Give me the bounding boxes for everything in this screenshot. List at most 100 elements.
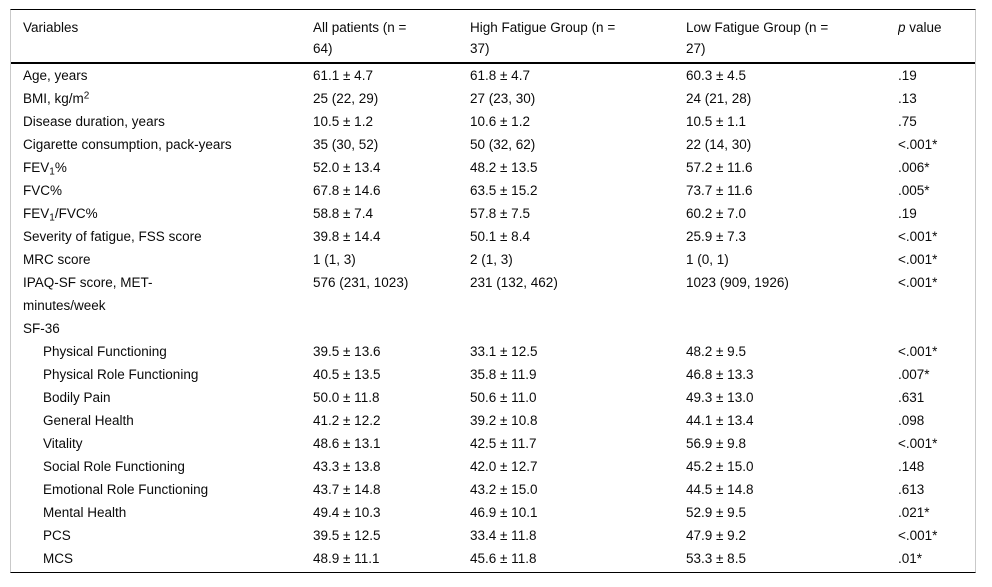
cell-all-patients: 35 (30, 52): [313, 137, 379, 152]
cell-high-fatigue-group: 43.2 ± 15.0: [470, 482, 538, 497]
table-row: PCS 39.5 ± 12.5 33.4 ± 11.8 47.9 ± 9.2 <.001…: [11, 524, 975, 547]
column-header-high-fatigue-group: High Fatigue Group (n = 37): [470, 10, 686, 64]
cell-all-patients: [313, 317, 470, 340]
cell-low-fatigue-group: 57.2 ± 11.6: [686, 160, 753, 175]
cell-all-patients: 58.8 ± 7.4: [313, 206, 373, 221]
table-row: Bodily Pain 50.0 ± 11.8 50.6 ± 11.0 49.3 ± …: [11, 386, 975, 409]
row-label: MCS: [43, 551, 73, 566]
table-row: MCS 48.9 ± 11.1 45.6 ± 11.8 53.3 ± 8.5 .01*: [11, 547, 975, 570]
cell-high-fatigue-group: 231 (132, 462): [470, 275, 558, 290]
cell-all-patients: 48.9 ± 11.1: [313, 551, 380, 566]
cell-all-patients: 52.0 ± 13.4: [313, 160, 381, 175]
cell-high-fatigue-group: 63.5 ± 15.2: [470, 183, 538, 198]
table-row: BMI, kg/m2 25 (22, 29) 27 (23, 30) 24 (21, …: [11, 87, 975, 110]
cell-all-patients: 25 (22, 29): [313, 91, 379, 106]
row-label: IPAQ-SF score, MET- minutes/week: [23, 275, 153, 313]
cell-p-value: .005*: [898, 183, 930, 198]
cell-p-value: <.001*: [898, 137, 938, 152]
table-header: Variables All patients (n = 64) High Fatig…: [11, 10, 975, 64]
cell-all-patients: 39.5 ± 12.5: [313, 528, 381, 543]
label-segment: FEV: [23, 160, 50, 175]
cell-high-fatigue-group: 10.6 ± 1.2: [470, 114, 530, 129]
cell-p-value: .01*: [898, 551, 923, 566]
table-row: Severity of fatigue, FSS score 39.8 ± 14.…: [11, 225, 975, 248]
cell-p-value: .021*: [898, 505, 930, 520]
cell-all-patients: 576 (231, 1023): [313, 275, 409, 290]
cell-all-patients: 39.8 ± 14.4: [313, 229, 381, 244]
table-row: Disease duration, years 10.5 ± 1.2 10.6 ± …: [11, 110, 975, 133]
cell-all-patients: 43.7 ± 14.8: [313, 482, 381, 497]
cell-high-fatigue-group: 33.1 ± 12.5: [470, 344, 538, 359]
cell-low-fatigue-group: 48.2 ± 9.5: [686, 344, 746, 359]
row-label: MRC score: [23, 252, 91, 267]
cell-low-fatigue-group: 47.9 ± 9.2: [686, 528, 746, 543]
cell-p-value: <.001*: [898, 252, 938, 267]
table-row: IPAQ-SF score, MET- minutes/week 576 (231…: [11, 271, 975, 317]
cell-p-value: <.001*: [898, 528, 938, 543]
table-body: Age, years 61.1 ± 4.7 61.8 ± 4.7 60.3 ± 4.5…: [11, 63, 975, 570]
cell-p-value: [898, 317, 975, 340]
cell-all-patients: 43.3 ± 13.8: [313, 459, 381, 474]
cell-low-fatigue-group: 25.9 ± 7.3: [686, 229, 746, 244]
row-label: Cigarette consumption, pack-years: [23, 137, 232, 152]
cell-p-value: .006*: [898, 160, 930, 175]
cell-p-value: .148: [898, 459, 925, 474]
cell-low-fatigue-group: 45.2 ± 15.0: [686, 459, 754, 474]
table-row: Emotional Role Functioning 43.7 ± 14.8 43.…: [11, 478, 975, 501]
row-label: BMI, kg/m2: [11, 87, 313, 110]
cell-high-fatigue-group: 45.6 ± 11.8: [470, 551, 537, 566]
cell-high-fatigue-group: 42.5 ± 11.7: [470, 436, 537, 451]
cell-high-fatigue-group: 50 (32, 62): [470, 137, 536, 152]
cell-low-fatigue-group: 22 (14, 30): [686, 137, 752, 152]
cell-high-fatigue-group: 35.8 ± 11.9: [470, 367, 537, 382]
cell-high-fatigue-group: 42.0 ± 12.7: [470, 459, 538, 474]
patient-characteristics-table: Variables All patients (n = 64) High Fatig…: [10, 9, 976, 573]
cell-all-patients: 49.4 ± 10.3: [313, 505, 381, 520]
cell-all-patients: 1 (1, 3): [313, 252, 356, 267]
table-row: Cigarette consumption, pack-years 35 (30,…: [11, 133, 975, 156]
table-row: Age, years 61.1 ± 4.7 61.8 ± 4.7 60.3 ± 4.5…: [11, 63, 975, 87]
cell-low-fatigue-group: 1023 (909, 1926): [686, 275, 789, 290]
row-label: FVC%: [23, 183, 63, 198]
table-row: Physical Role Functioning 40.5 ± 13.5 35.8…: [11, 363, 975, 386]
cell-low-fatigue-group: 60.3 ± 4.5: [686, 68, 746, 83]
row-label: Vitality: [43, 436, 83, 451]
cell-p-value: <.001*: [898, 344, 938, 359]
cell-high-fatigue-group: 48.2 ± 13.5: [470, 160, 538, 175]
label-segment: 1: [49, 166, 55, 178]
cell-p-value: .613: [898, 482, 925, 497]
label-segment: p: [898, 20, 906, 35]
cell-low-fatigue-group: 44.5 ± 14.8: [686, 482, 754, 497]
cell-low-fatigue-group: 44.1 ± 13.4: [686, 413, 754, 428]
cell-high-fatigue-group: 50.6 ± 11.0: [470, 390, 537, 405]
cell-all-patients: 48.6 ± 13.1: [313, 436, 381, 451]
cell-high-fatigue-group: 61.8 ± 4.7: [470, 68, 530, 83]
cell-p-value: .75: [898, 114, 917, 129]
cell-low-fatigue-group: [686, 317, 898, 340]
cell-high-fatigue-group: 39.2 ± 10.8: [470, 413, 538, 428]
row-label: Mental Health: [43, 505, 127, 520]
header-row: Variables All patients (n = 64) High Fatig…: [11, 10, 975, 64]
row-label: Severity of fatigue, FSS score: [23, 229, 202, 244]
label-segment: 2: [83, 90, 90, 102]
cell-low-fatigue-group: 73.7 ± 11.6: [686, 183, 753, 198]
data-table: Variables All patients (n = 64) High Fatig…: [11, 10, 975, 570]
cell-p-value: <.001*: [898, 436, 938, 451]
column-header-all-patients: All patients (n = 64): [313, 10, 470, 64]
cell-low-fatigue-group: 1 (0, 1): [686, 252, 729, 267]
cell-p-value: <.001*: [898, 275, 938, 290]
row-label: Emotional Role Functioning: [43, 482, 209, 497]
label-segment: BMI, kg/m: [23, 91, 84, 106]
column-header-low-fatigue-group: Low Fatigue Group (n = 27): [686, 10, 898, 64]
cell-all-patients: 61.1 ± 4.7: [313, 68, 373, 83]
section-label: SF-36: [23, 321, 60, 336]
cell-p-value: .19: [898, 68, 917, 83]
label-segment: FEV: [23, 206, 50, 221]
cell-p-value: <.001*: [898, 229, 938, 244]
table-row: FEV1/FVC% 58.8 ± 7.4 57.8 ± 7.5 60.2 ± 7.0.…: [11, 202, 975, 225]
row-label: FEV1%: [11, 156, 313, 179]
column-header-p-value: p value: [898, 10, 975, 64]
row-label: Age, years: [23, 68, 88, 83]
table-row: General Health 41.2 ± 12.2 39.2 ± 10.8 44.1…: [11, 409, 975, 432]
cell-high-fatigue-group: [470, 317, 686, 340]
